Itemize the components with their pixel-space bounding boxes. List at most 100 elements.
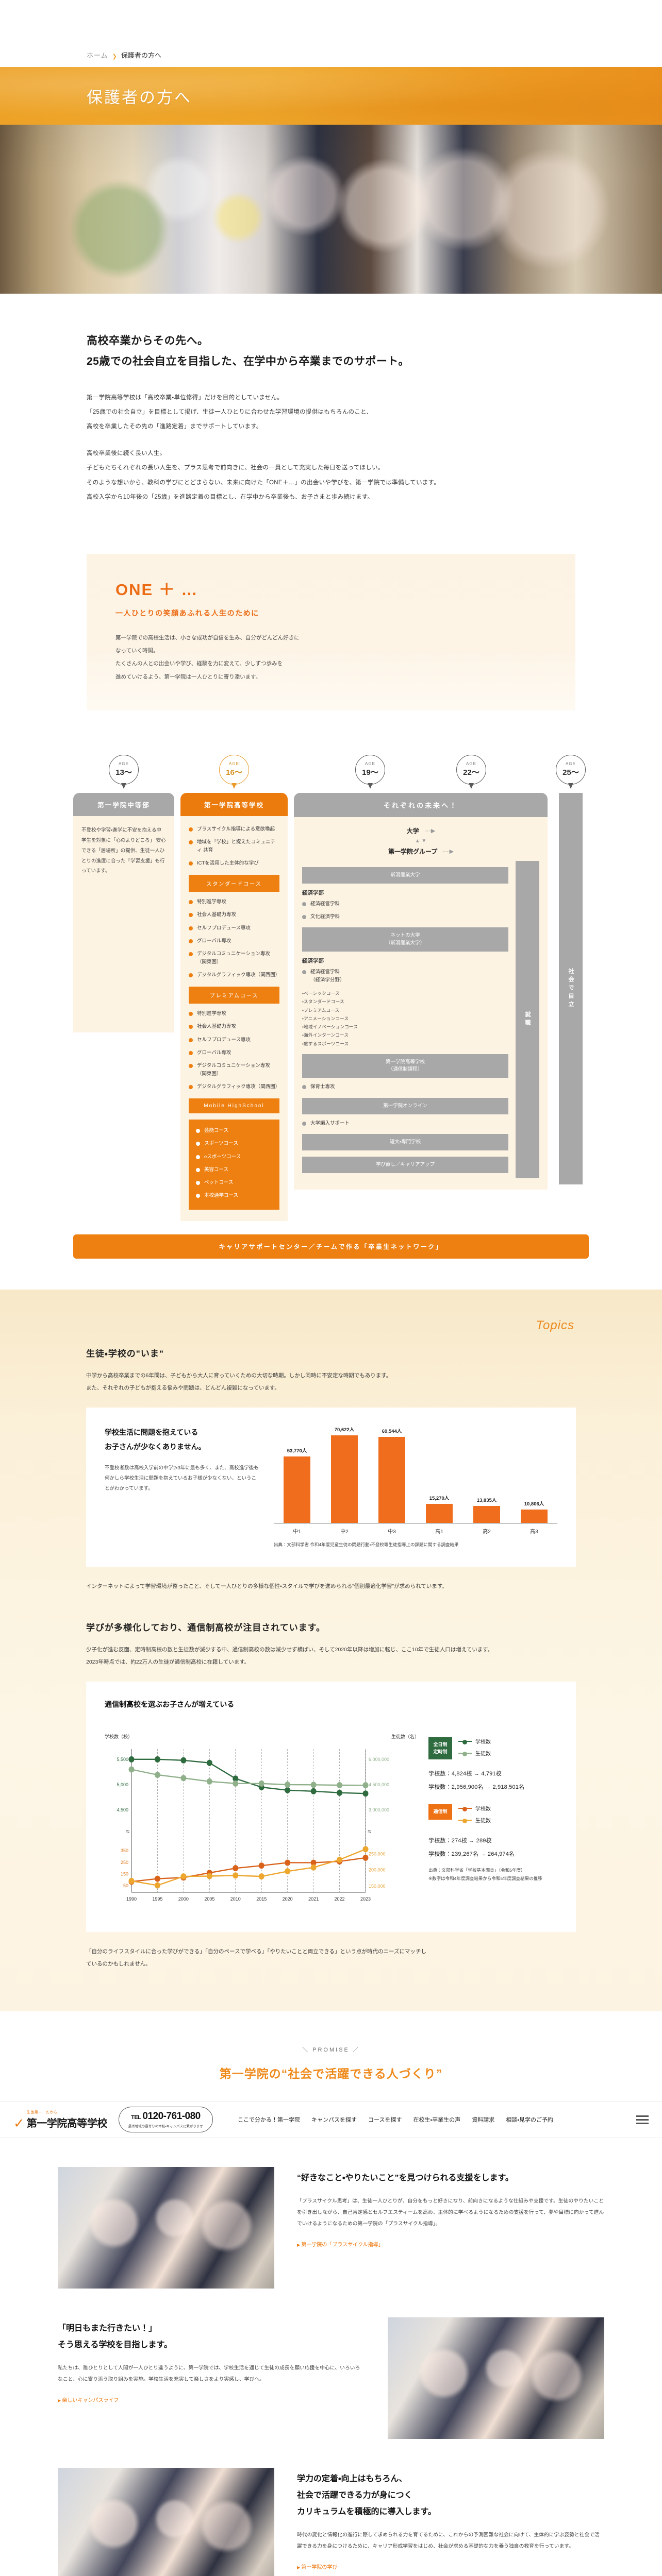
list-item: 特別進学専攻 (189, 898, 279, 906)
high-points: プラスサイクル指導による意欲喚起 地域を「学校」と捉えたコミュニティ 共育 IC… (189, 825, 279, 868)
feature-block-1: “好きなこと・やりたいこと”を見つけられる支援をします。 「プラスサイクル思考」… (34, 2148, 604, 2289)
heading-line1: 「明日もまた行きたい！」 (58, 2324, 157, 2333)
site-navbar: ✓ 生徒第一…だから 第一学院高等学校 TEL 0120-761-080 最寄地域… (0, 2101, 662, 2139)
support-label: 大学編入サポート (310, 1120, 350, 1126)
list-item: 美容コース (196, 1166, 272, 1174)
dept-list: 経済経営学科 文化経済学科 (302, 900, 508, 921)
bullet-dot-icon (302, 970, 306, 974)
bullet-dot-icon (189, 827, 193, 832)
legend-label: 生徒数 (475, 1751, 491, 1757)
svg-text:200,000: 200,000 (369, 1868, 386, 1873)
list-item: 本校通学コース (196, 1192, 272, 1200)
course-label: ・ベーシックコース (302, 991, 340, 996)
one-plus-p3: たくさんの人との出会いや学び、経験を力に変えて、少しずつ歩みを (115, 660, 283, 667)
bar-value-label: 69,544人 (382, 1429, 402, 1435)
svg-text:1995: 1995 (152, 1896, 162, 1902)
nav-link-voices[interactable]: 在校生・卒業生の声 (413, 2117, 461, 2124)
age-label: AGE (466, 761, 476, 767)
intro-body: 第一学院高等学校は「高校卒業・単位修得」だけを目的としていません。 「25歳での… (87, 391, 662, 504)
line-chart-legend: 全日制 定時制 学校数 生徒数 学校数：4,824校 → 4,791校 学校数：… (428, 1733, 557, 1914)
point-label: プラスサイクル指導による意欲喚起 (197, 826, 275, 832)
course-standard-bar[interactable]: スタンダードコース (189, 875, 279, 892)
online-bar: 第一学院オンライン (302, 1097, 508, 1114)
junior-header: 第一学院中等部 (73, 792, 174, 816)
premium-course-list: 特別進学専攻 社会人基礎力専攻 セルフプロデュース専攻 グローバル専攻 デジタル… (189, 1010, 280, 1091)
list-item: デジタルグラフィック専攻（関西圏） (189, 1083, 280, 1091)
y-axis-right-label: 生徒数（名） (391, 1734, 419, 1740)
feature-text-2: 「明日もまた行きたい！」 そう思える学校を目指します。 私たちは、誰ひとりとして… (58, 2317, 365, 2403)
bar-column: 69,544人 (372, 1427, 412, 1523)
nav-link-campus[interactable]: キャンパスを探す (311, 2117, 357, 2124)
bullet-dot-icon (189, 1012, 193, 1016)
hamburger-icon[interactable] (636, 2115, 649, 2124)
bullet-dot-icon (302, 1085, 306, 1090)
list-item: 芸能コース (196, 1127, 272, 1135)
mobile-highschool-bar[interactable]: Mobile HighSchool (189, 1098, 279, 1114)
high-header: 第一学院高等学校 (180, 792, 288, 816)
future-body: 大学 ·····▶ ▲ ▼ 第一学院グループ ·····▶ 新潟産業大学 経済学… (294, 817, 548, 1190)
telephone-pill[interactable]: TEL 0120-761-080 最寄地域の最寄りの本校・キャンパスに繋がります (118, 2107, 213, 2133)
nav-link-courses[interactable]: コースを探す (368, 2117, 402, 2124)
telephone-note: 最寄地域の最寄りの本校・キャンパスに繋がります (128, 2125, 204, 2129)
breadcrumb-home-link[interactable]: ホーム (87, 52, 108, 59)
title-line2: お子さんが少なくありません。 (105, 1443, 206, 1451)
bullet-dot-icon (302, 1121, 306, 1126)
feature-link-1[interactable]: 第一学院の「プラスサイクル指導」 (297, 2240, 604, 2248)
line-swatch-icon (458, 1806, 472, 1811)
topic2-p1: 少子化が進む反面、定時制高校の数と生徒数が減少する中、通信制高校の数は減少せず横… (86, 1646, 493, 1653)
bar-column: 13,835人 (467, 1496, 507, 1523)
bullet-dot-icon (189, 1063, 193, 1068)
bar-chart-body: 不登校者数は高校入学前の中学2・3年に最も多く、また、高校進学後も何かしら学校生… (105, 1465, 259, 1492)
course-label: 特別進学専攻 (197, 899, 227, 905)
course-premium-bar[interactable]: プレミアムコース (189, 987, 279, 1004)
svg-text:2000: 2000 (178, 1896, 189, 1902)
list-item: デジタルコミュニケーション専攻（関東圏） (189, 1062, 279, 1078)
promise-kicker: ＼ PROMISE ／ (302, 2047, 360, 2054)
source-line1: 出典：文部科学省「学校基本調査」（令和5年度） (428, 1868, 525, 1873)
bar-chart-text: 学校生活に問題を抱えている お子さんが少なくありません。 不登校者数は高校入学前… (105, 1425, 259, 1549)
bullet-dot-icon (189, 973, 193, 978)
age-number: 22〜 (463, 768, 479, 777)
feature-link-2[interactable]: 楽しいキャンパスライフ (58, 2396, 365, 2403)
line-chart: 学校数（校） 生徒数（名） 1990 1995 2000 2005 2010 2015 20… (105, 1733, 557, 1914)
flow-col-junior: AGE 13〜 第一学院中等部 不登校や学習・進学に不安を抱える中学生を対象に「… (73, 754, 174, 1032)
topic-p1: 中学から高校卒業までの6年間は、子どもから大人に育っていくための大切な時期。しか… (86, 1372, 392, 1379)
course-label: eスポーツコース (204, 1154, 241, 1160)
one-plus-section: ONE ＋ … 一人ひとりの笑顔あふれる人生のために 第一学院での高校生活は、小… (0, 553, 662, 710)
tsushin-bar: 第一学院高等学校 （通信制課程） (302, 1054, 508, 1078)
line-swatch-icon (458, 1751, 472, 1756)
bar (378, 1437, 405, 1523)
updown-arrow-icon: ▲ ▼ (415, 838, 427, 844)
nav-link-reservation[interactable]: 相談・見学のご予約 (506, 2117, 553, 2124)
social-independence-rail: 社会で自立 (559, 792, 583, 1184)
svg-text:≈: ≈ (126, 1827, 129, 1835)
bar-category-label: 中2 (340, 1529, 349, 1535)
list-item: ICTを活用した主体的な学び (189, 859, 279, 868)
list-item: デジタルコミュニケーション専攻（関東圏） (189, 950, 279, 967)
short-univ-bar: 短大・専門学校 (302, 1133, 508, 1151)
bullet-dot-icon (196, 1129, 200, 1133)
svg-text:350: 350 (121, 1848, 128, 1853)
bar-value-label: 53,770人 (287, 1448, 307, 1454)
topics-section: Topics 生徒・学校の"いま" 中学から高校卒業までの6年間は、子どもから大… (0, 1290, 662, 2012)
bar-category-label: 中3 (388, 1529, 396, 1535)
svg-text:2020: 2020 (283, 1896, 293, 1902)
site-logo[interactable]: ✓ 生徒第一…だから 第一学院高等学校 (13, 2110, 107, 2130)
after2-p1: 「自分のライフスタイルに合った学びができる」「自分のペースで学べる」「やりたいこ… (86, 1948, 427, 1955)
bullet-dot-icon (189, 939, 193, 943)
title-line1: 学校生活に問題を抱えている (105, 1428, 198, 1437)
bar-column: 15,270人 (419, 1494, 459, 1523)
high-body: プラスサイクル指導による意欲喚起 地域を「学校」と捉えたコミュニティ 共育 IC… (180, 816, 288, 1222)
feature-link-3[interactable]: 第一学院の学び (297, 2563, 604, 2570)
svg-text:2022: 2022 (335, 1896, 345, 1902)
legend-item: 学校数 (458, 1804, 491, 1812)
legend-group-tsushin: 通信制 学校数 生徒数 (428, 1804, 557, 1828)
topics-label: Topics (536, 1318, 574, 1333)
bar-chart-card: 学校生活に問題を抱えている お子さんが少なくありません。 不登校者数は高校入学前… (86, 1408, 576, 1567)
svg-text:5,500: 5,500 (117, 1757, 128, 1762)
nav-link-about[interactable]: ここで分かる！第一学院 (238, 2117, 301, 2124)
svg-text:250,000: 250,000 (369, 1852, 386, 1857)
svg-text:2023: 2023 (360, 1896, 371, 1902)
nav-link-materials[interactable]: 資料請求 (472, 2117, 495, 2124)
svg-text:4,500: 4,500 (117, 1807, 128, 1812)
